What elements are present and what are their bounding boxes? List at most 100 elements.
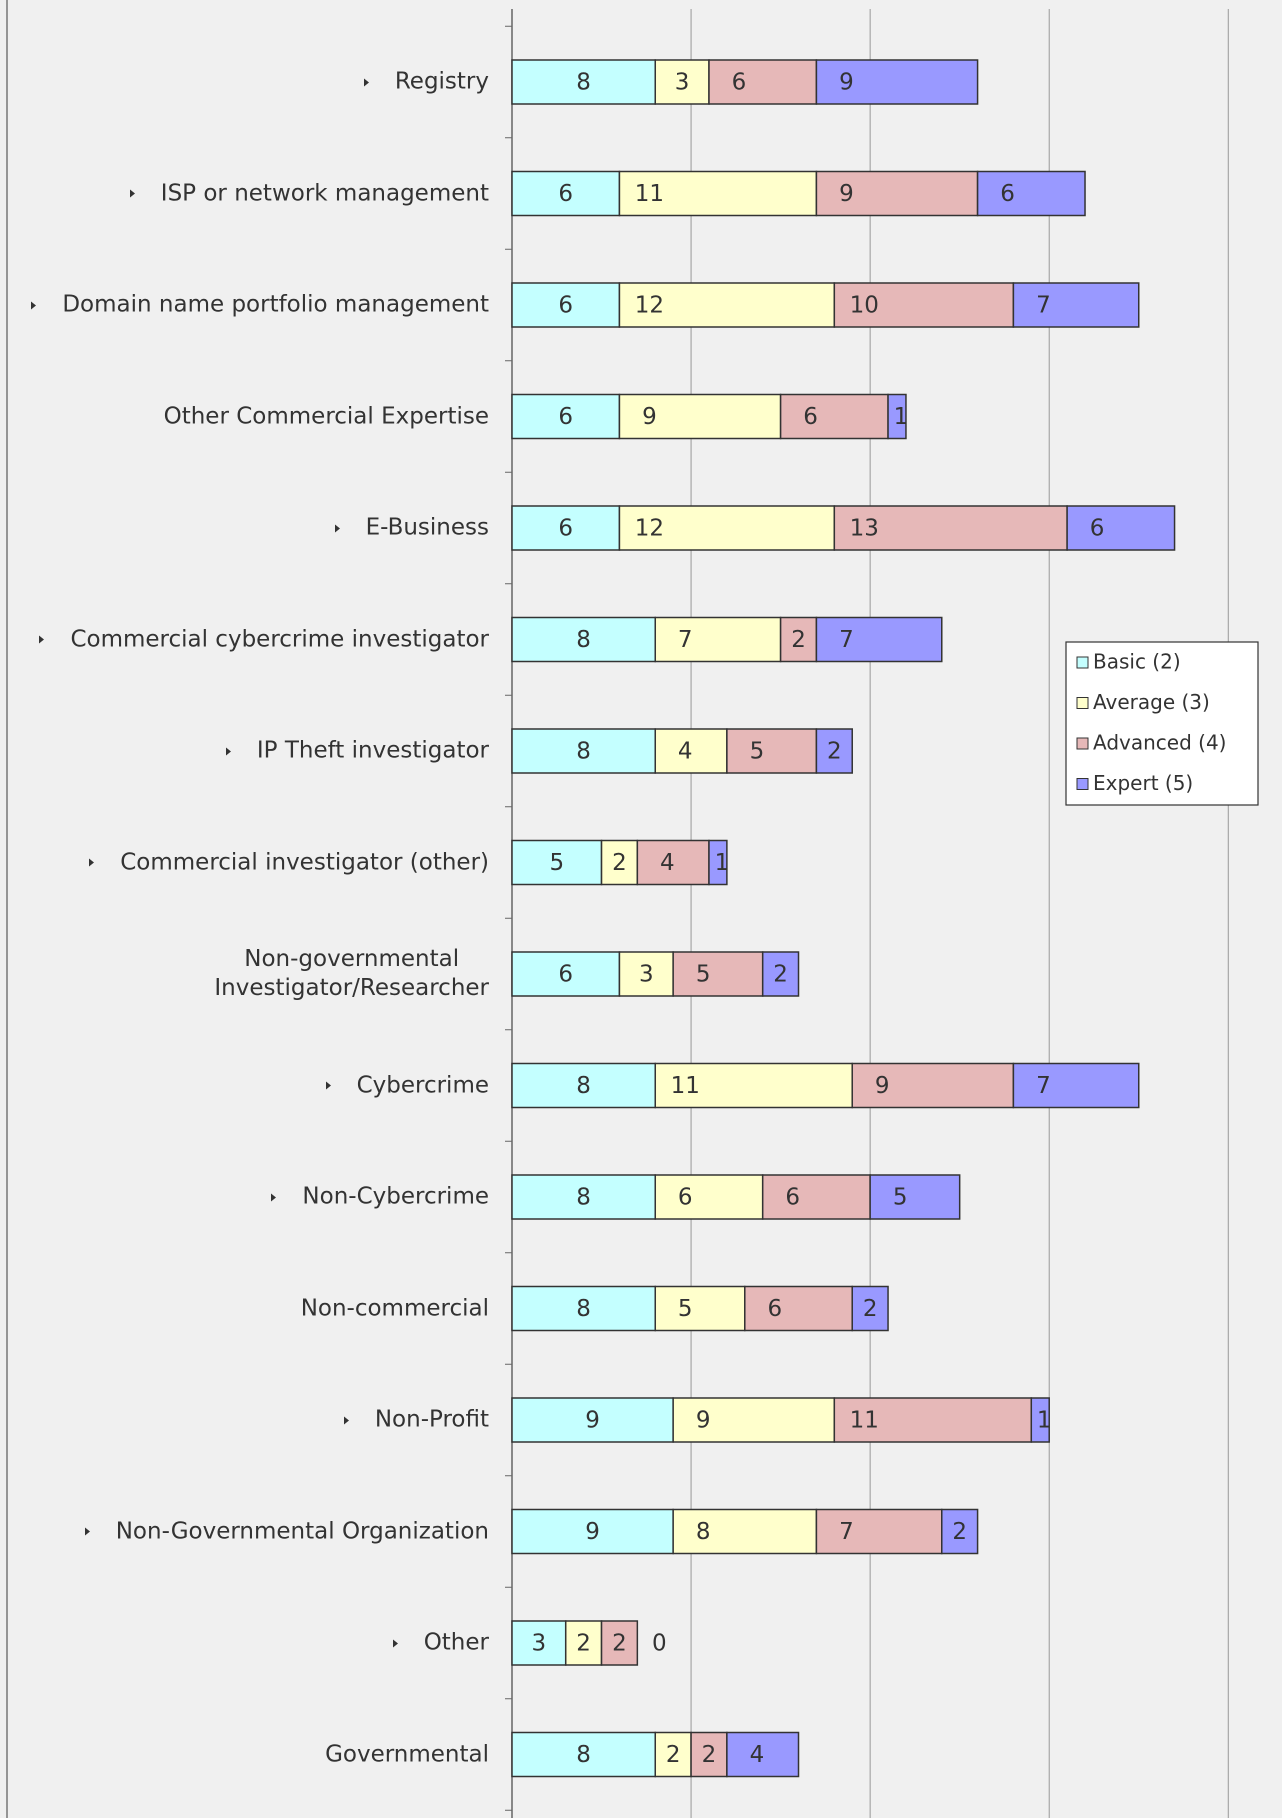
value-label: 1 [715,850,730,876]
bar-segment [511,393,621,440]
bar-segment [726,1731,800,1778]
legend-box [1065,641,1259,806]
bar-segment [708,839,728,886]
value-label: 1 [1037,1408,1052,1434]
bar-segment [779,393,889,440]
bar-segment [672,1508,818,1555]
expand-marker [84,1527,90,1536]
value-label: 6 [558,516,573,542]
bar-segment [1012,1062,1140,1109]
bar-segment [511,1620,567,1666]
value-label: 6 [1000,181,1015,207]
bar-segment [654,1285,746,1332]
legend-label: Basic (2) [1093,650,1181,674]
bar-segment [511,59,657,105]
bar-segment [1066,505,1176,551]
value-label: 1 [894,404,909,430]
value-label: 11 [635,181,664,207]
bar-segment [887,393,907,440]
bar-segment [636,839,710,886]
bar-segment [618,282,836,328]
category-label: ISP or network management [129,179,489,208]
value-label: 2 [612,1631,627,1657]
expand-marker [363,78,369,86]
value-label: 8 [576,1296,591,1322]
bar-segment [600,1620,639,1666]
expand-marker [343,1416,349,1424]
value-label: 9 [839,181,854,207]
category-label: Domain name portfolio management [31,291,489,320]
expand-marker [129,189,135,198]
legend-swatch [1076,697,1089,709]
bar-segment [511,1731,657,1778]
bar-segment [511,1062,657,1109]
value-label: 7 [839,1519,854,1545]
expand-marker [225,747,231,755]
bar-segment [672,951,764,997]
value-label: 6 [732,70,747,96]
expand-marker [271,1193,277,1201]
value-label: 8 [576,1185,591,1211]
expand-marker [31,301,37,309]
bar-segment [761,1174,871,1220]
value-label: 3 [639,962,654,988]
value-label: 6 [1090,516,1105,542]
legend-swatch [1076,737,1089,750]
value-label: 3 [532,1631,547,1657]
value-label: 6 [767,1296,782,1322]
bar-segment [511,505,621,551]
bar-segment [511,1285,657,1332]
value-label: 9 [839,70,854,96]
value-label: 8 [576,627,591,653]
category-label: Non-Governmental Organization [84,1517,489,1546]
value-label: 9 [585,1519,600,1545]
value-label: 4 [660,850,675,876]
value-label: 2 [827,739,842,765]
value-label: 2 [612,850,627,876]
bar-segment [511,1174,657,1220]
bar-segment [672,1397,836,1443]
bar-segment [511,728,657,774]
value-label: 9 [642,404,657,430]
value-label: 2 [702,1742,717,1768]
bar-segment [779,616,818,663]
bar-segment [869,1174,961,1220]
category-text: Non-Governmental Organization [115,1518,489,1544]
bar-segment [815,728,853,774]
value-label: 8 [696,1519,711,1545]
category-label: Commercial investigator (other) [89,848,489,877]
value-label: 2 [666,1742,681,1768]
value-label: 4 [750,1742,765,1768]
bar-segment [851,1285,889,1332]
bar-segment [511,616,657,663]
expand-marker [334,524,340,532]
category-text: Other Commercial Expertise [163,403,489,429]
value-label: 6 [558,293,573,319]
category-text: E-Business [365,514,489,541]
bar-segment [815,1508,943,1555]
category-label: Registry [363,68,489,97]
value-label: 8 [576,739,591,765]
value-label: 6 [558,181,573,207]
bar-segment [690,1731,728,1778]
value-label: 11 [671,1073,700,1099]
bar-segment [815,616,943,663]
value-label: 6 [678,1185,693,1211]
value-label: 7 [678,627,693,653]
expand-marker [392,1639,398,1647]
value-label: 9 [585,1408,600,1434]
value-label: 7 [1036,1073,1051,1099]
category-label: E-Business [334,514,489,543]
bar-segment [511,951,621,997]
value-label: 13 [850,516,879,542]
bar-segment [761,951,800,997]
value-label: 6 [558,962,573,988]
value-label: 2 [773,962,788,988]
bar-segment [708,59,818,105]
legend-label: Expert (5) [1093,771,1193,795]
bar-segment [511,282,621,328]
value-label: 5 [750,739,765,765]
value-label: 6 [558,404,573,430]
expand-marker [39,635,45,644]
value-label: 2 [576,1631,591,1657]
